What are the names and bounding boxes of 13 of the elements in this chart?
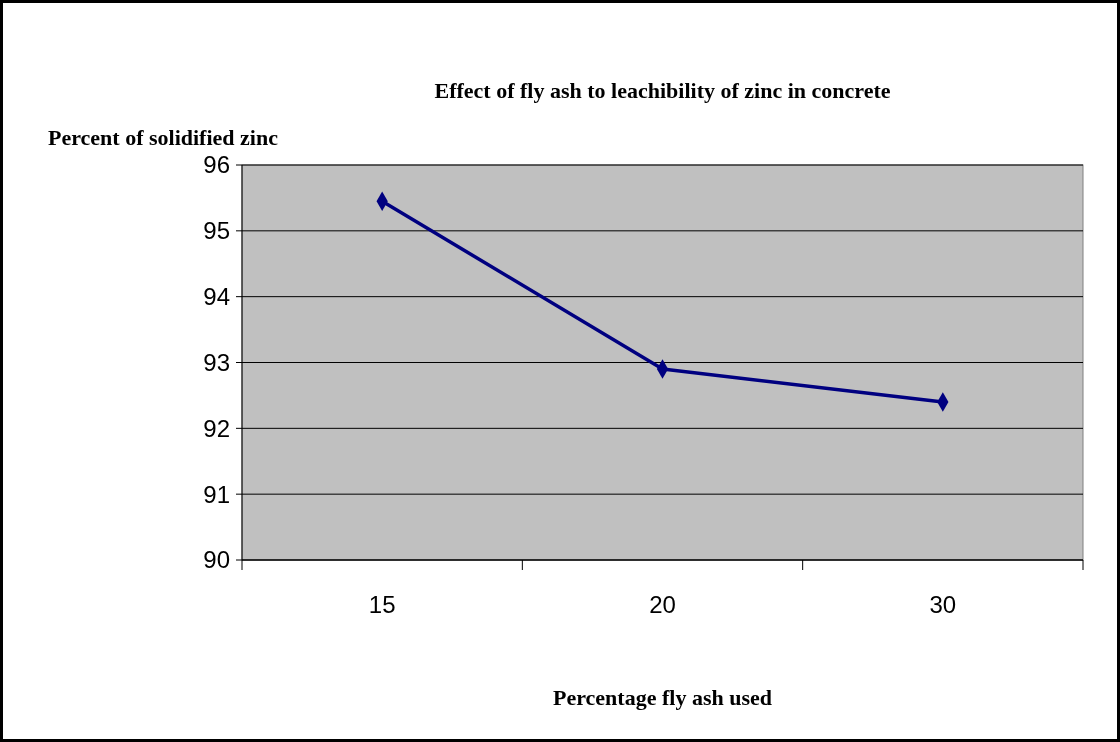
x-axis-title: Percentage fly ash used — [553, 685, 772, 710]
y-tick-label: 91 — [203, 480, 230, 508]
y-tick-label: 92 — [203, 414, 230, 442]
x-tick-label: 30 — [929, 591, 957, 618]
y-tick-label: 93 — [203, 348, 230, 376]
y-tick-label: 96 — [203, 151, 230, 179]
y-axis-title: Percent of solidified zinc — [48, 125, 279, 150]
x-tick-label: 20 — [649, 591, 676, 618]
y-tick-label: 90 — [203, 546, 230, 574]
x-tick-label: 15 — [368, 591, 396, 618]
y-tick-label: 94 — [203, 283, 230, 311]
y-tick-label: 95 — [203, 217, 230, 245]
chart-title: Effect of fly ash to leachibility of zinc in concrete — [434, 78, 891, 103]
